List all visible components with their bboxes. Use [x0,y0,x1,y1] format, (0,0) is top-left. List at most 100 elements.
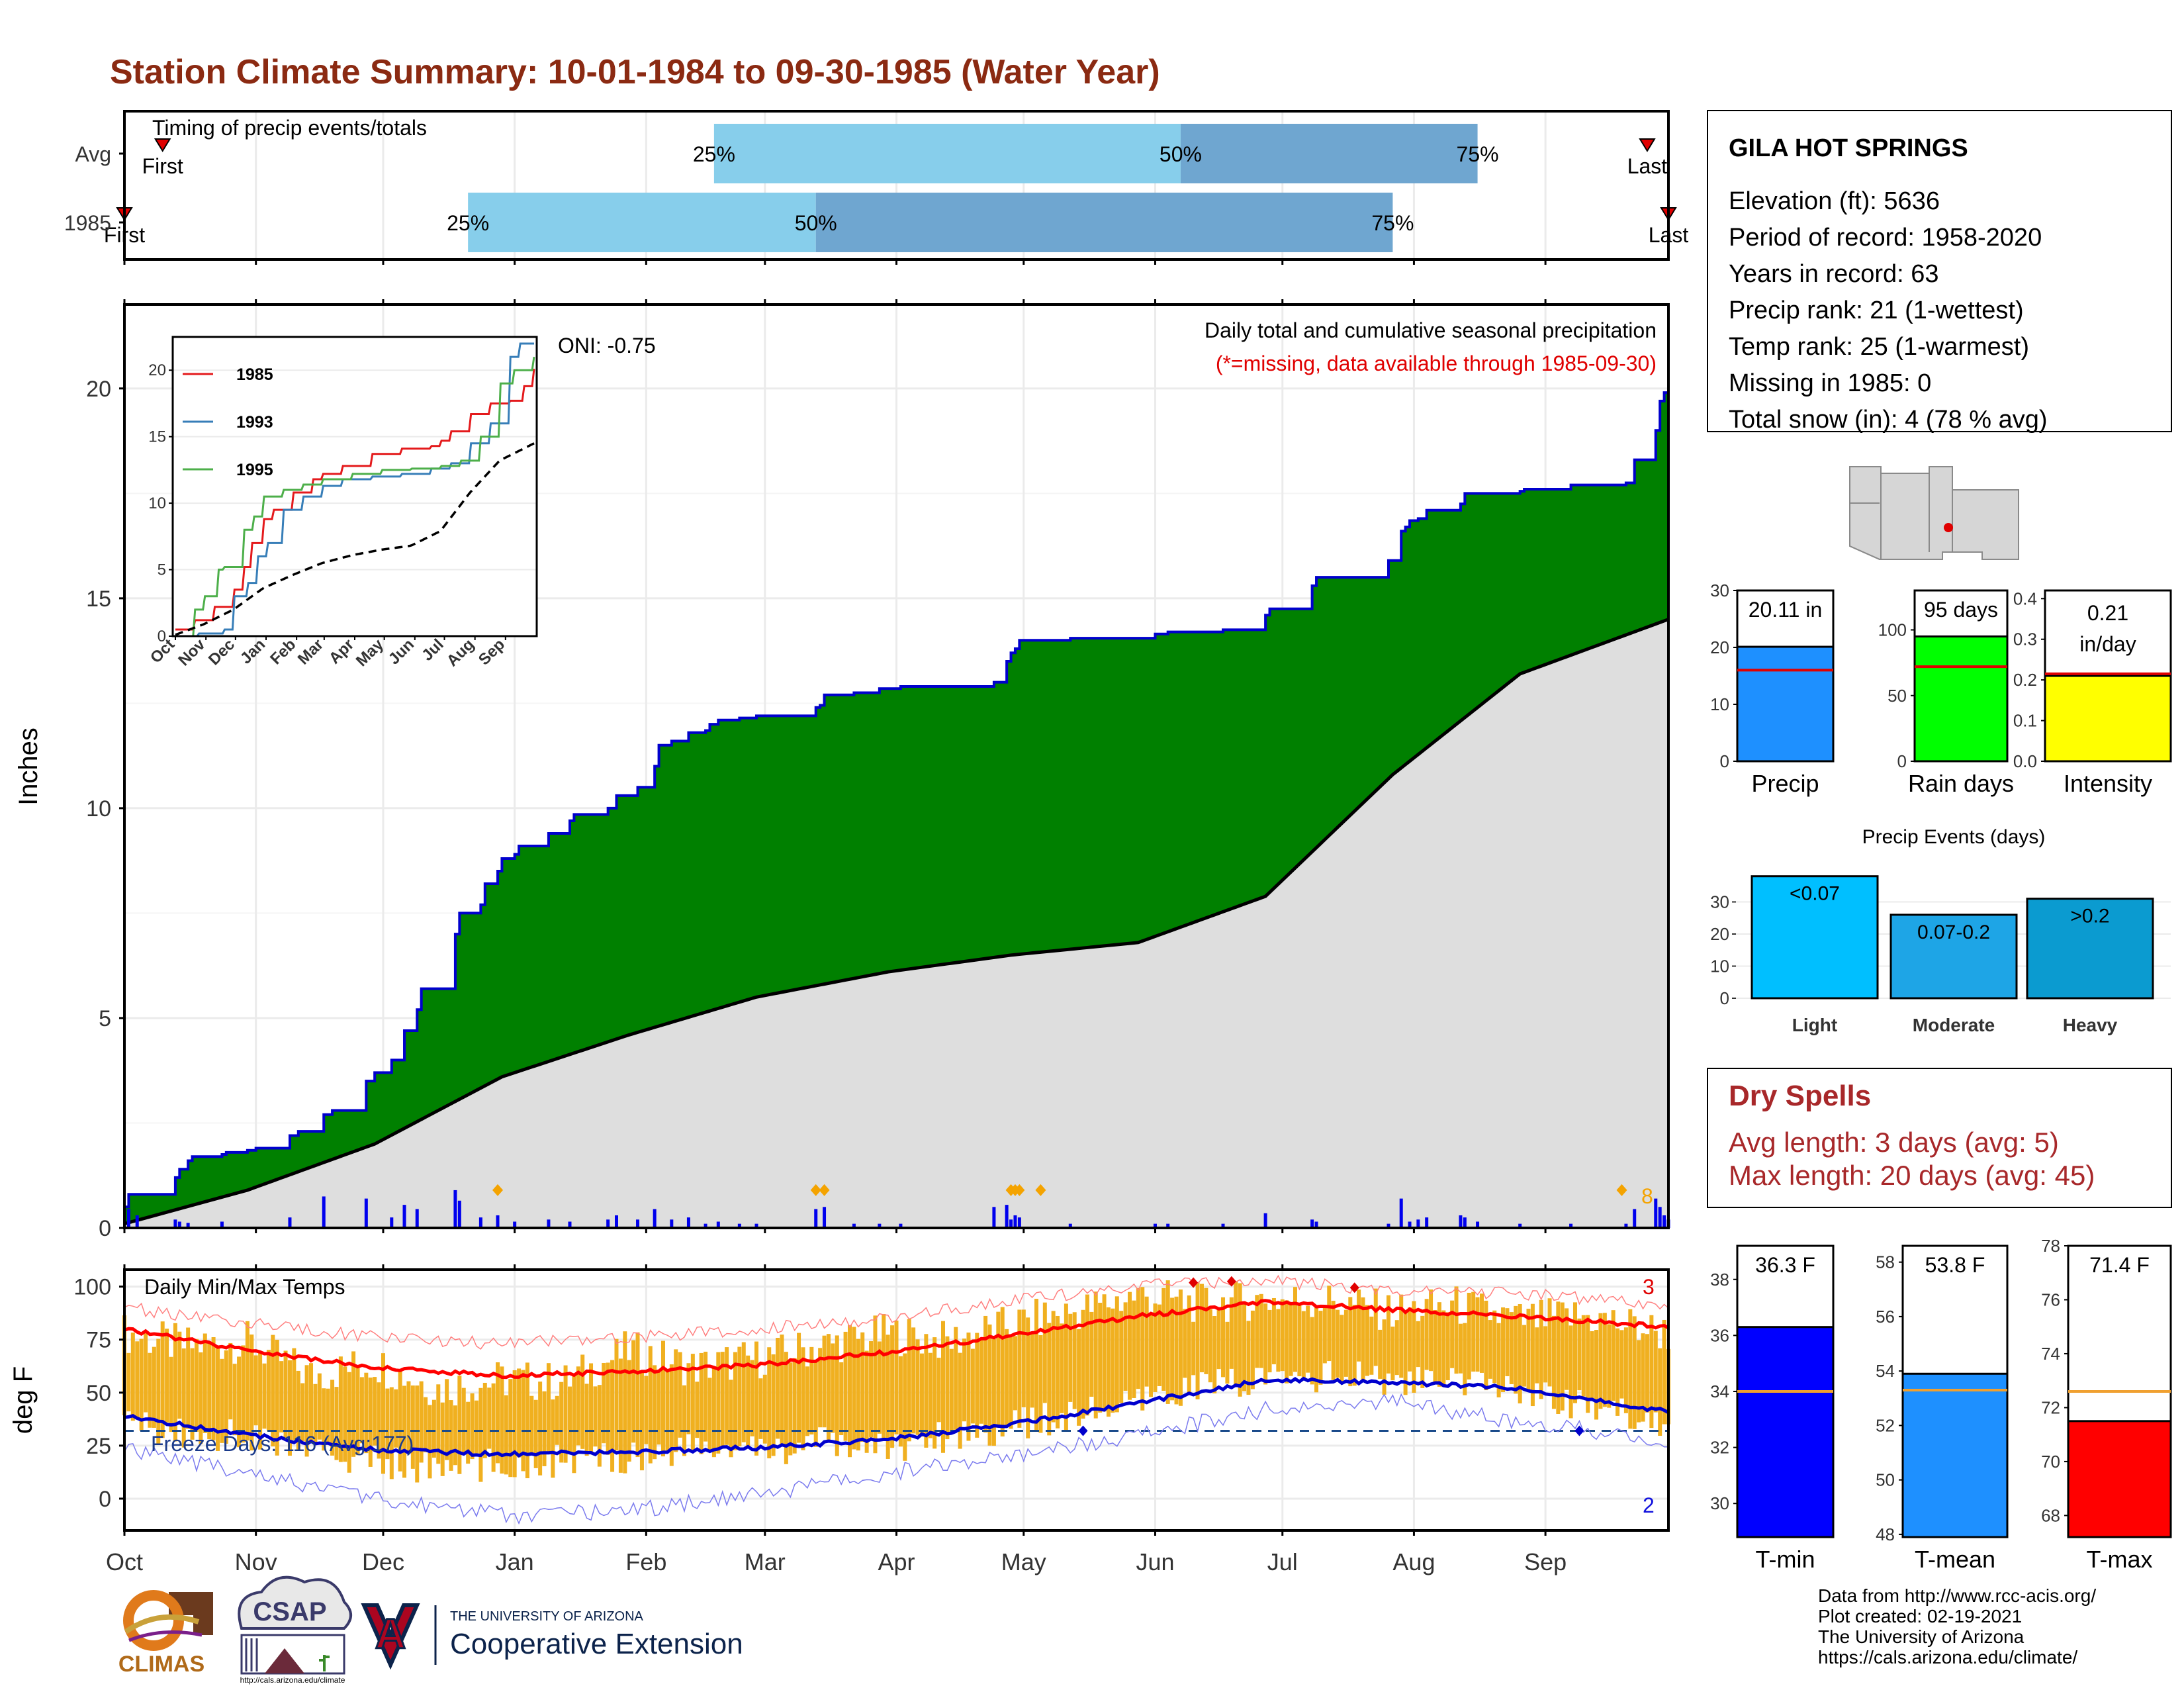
station-detail-line: Period of record: 1958-2020 [1729,224,2042,252]
temp-daily-bar [894,1320,899,1434]
precip-daily-bar [135,1215,139,1228]
temp-daily-bar [1106,1307,1111,1417]
precip-daily-bar [1153,1223,1157,1228]
temp-daily-bar [1285,1300,1289,1383]
temp-daily-bar [762,1374,767,1444]
inset-y-tick-label: 5 [158,561,166,579]
temp-daily-bar [1565,1308,1569,1390]
temp-panel: 0 25 50 75 100 Oct Nov Dec Jan Feb Mar Apr May Jun Ju… [9,1264,1670,1575]
inset-lines [175,342,535,637]
timing-event-label: First [142,154,183,178]
temp-daily-bar [1183,1309,1187,1378]
precip-y-tick-label: 5 [99,1006,111,1031]
footer-credits: Data from http://www.rcc-acis.org/Plot c… [1818,1585,2096,1667]
temp-daily-bar [1238,1283,1242,1397]
temp-daily-bar [1056,1315,1060,1429]
stat-value-label: 71.4 F [2089,1253,2150,1277]
timing-pct-label: 75% [1371,211,1414,235]
inset-line-1993 [175,342,534,637]
temp-daily-bar [1653,1331,1658,1413]
temp-daily-bar [250,1335,254,1451]
events-y-tick-label: 0 [1720,988,1729,1008]
precip-event-markers [492,1184,1627,1196]
temp-daily-bar [1433,1309,1437,1384]
temp-daily-bar [186,1327,191,1429]
timing-pct-label: 50% [1160,142,1202,166]
temp-daily-bar [445,1379,449,1460]
temp-daily-bar [1365,1305,1369,1376]
temp-x-axis: Oct Nov Dec Jan Feb Mar Apr May Jun Jul Aug Sep [106,1264,1567,1575]
month-label: Sep [1524,1548,1567,1575]
temp-daily-bar [1225,1321,1230,1384]
temp-daily-bar [381,1353,385,1474]
temp-daily-bar [453,1405,457,1466]
precip-daily-bar [402,1205,406,1228]
precip-daily-bar [1476,1221,1480,1228]
temp-daily-bar [903,1353,907,1461]
precip-areas [123,383,1670,1229]
temp-daily-bar [1276,1309,1281,1372]
precip-daily-bar [1416,1219,1420,1228]
temp-daily-bar [987,1324,992,1446]
temp-daily-bar [572,1374,576,1474]
temp-daily-bar [237,1356,242,1448]
temp-daily-bar [1357,1289,1361,1362]
temp-daily-bar [1051,1311,1056,1423]
temp-daily-bar [1212,1315,1217,1393]
temp-daily-bar [1132,1300,1136,1398]
precip-daily-bar [1658,1207,1662,1228]
temp-daily-bar [1301,1311,1306,1380]
temp-daily-bar [966,1333,971,1441]
precip-daily-bar [126,1209,130,1228]
temp-daily-bar [1187,1295,1191,1395]
temp-daily-bar [1514,1305,1518,1394]
avg-max-line [124,1299,1670,1380]
temp-daily-bar [504,1395,508,1475]
temp-daily-bar [173,1323,177,1442]
temp-daily-bar [1293,1287,1297,1372]
events-x-label: Moderate [1913,1015,1995,1035]
temp-daily-bar [975,1333,979,1438]
temp-daily-bar [538,1382,543,1476]
stat-y-tick-label: 78 [2041,1236,2060,1256]
precip-normal-area [124,619,1668,1228]
temp-daily-bar [945,1336,950,1440]
temp-daily-bar [1501,1307,1506,1392]
temp-daily-bar [292,1348,296,1440]
temp-daily-bar [1119,1311,1124,1403]
temp-daily-bar [682,1385,687,1456]
timing-bar-50-75 [1180,124,1478,183]
temp-daily-bar [741,1342,746,1442]
temp-daily-bar [1229,1297,1234,1369]
temp-daily-bar [660,1340,665,1457]
temp-daily-bar [377,1382,381,1459]
temp-daily-bar [224,1350,228,1444]
precip-daily-bar [1518,1223,1522,1228]
temp-daily-bar [678,1352,682,1438]
inset-line-1995 [175,356,535,637]
temp-daily-bar [623,1331,627,1474]
precip-daily-bar [457,1200,461,1228]
precip-daily-bar [716,1221,720,1228]
temp-daily-bar [419,1381,424,1463]
station-location-dot [1944,523,1953,532]
temp-daily-bar [1543,1326,1548,1383]
temp-daily-bar [135,1341,140,1420]
stat-y-tick-label: 30 [1710,581,1729,600]
precip-y-axis: 0 5 10 15 20 [86,377,124,1241]
stat-chart-rain-days: 0 50 100 Rain days 95 days [1878,589,2014,797]
footer-credit-line: https://cals.arizona.edu/climate/ [1818,1647,2077,1667]
dry-spells-avg: Avg length: 3 days (avg: 5) [1729,1127,2059,1158]
precip-daily-bar [686,1217,690,1228]
temp-daily-bar [1216,1309,1221,1370]
stat-y-tick-label: 100 [1878,620,1907,640]
record-high-marker [1349,1282,1359,1293]
temp-daily-bar [597,1385,602,1467]
timing-event-marker [1639,138,1656,152]
stat-x-label: T-max [2086,1546,2152,1573]
temp-daily-bar [1005,1329,1009,1425]
precip-event-marker [810,1184,821,1196]
temp-daily-bar [813,1360,818,1447]
temp-daily-bar [635,1332,640,1458]
temp-daily-bar [216,1347,220,1451]
